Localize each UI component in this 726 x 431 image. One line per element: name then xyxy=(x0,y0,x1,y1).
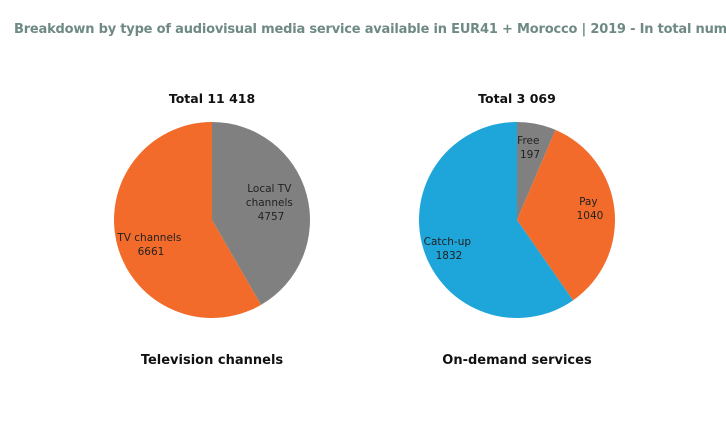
slice-label-free: Free 197 xyxy=(517,135,543,161)
pie-slice-catch-up xyxy=(419,122,574,319)
pie-chart-on-demand: Total 3 069 Free 197 Pay 1040 Catch-up 1… xyxy=(419,91,616,368)
slice-label-pay: Pay 1040 xyxy=(577,196,604,222)
total-label-on-demand: Total 3 069 xyxy=(478,91,556,106)
caption-on-demand: On-demand services xyxy=(442,353,592,368)
pie-slice-free xyxy=(517,122,556,220)
slice-label-tv-channels: TV channels 6661 xyxy=(116,232,184,258)
pie-chart-television: Total 11 418 Local TV channels 4757 TV c… xyxy=(114,91,311,368)
pie-slices-on-demand xyxy=(419,122,616,319)
slice-label-catch-up: Catch-up 1832 xyxy=(424,236,475,262)
pie-slice-tv-channels xyxy=(114,122,262,318)
pie-slices-television xyxy=(114,121,311,318)
slice-label-local-tv: Local TV channels 4757 xyxy=(246,183,296,223)
caption-television: Television channels xyxy=(141,353,284,368)
page-title: Breakdown by type of audiovisual media s… xyxy=(14,22,726,37)
pie-slice-local-tv-channels xyxy=(212,121,311,305)
pie-slice-pay xyxy=(517,129,616,301)
total-label-television: Total 11 418 xyxy=(169,91,255,106)
